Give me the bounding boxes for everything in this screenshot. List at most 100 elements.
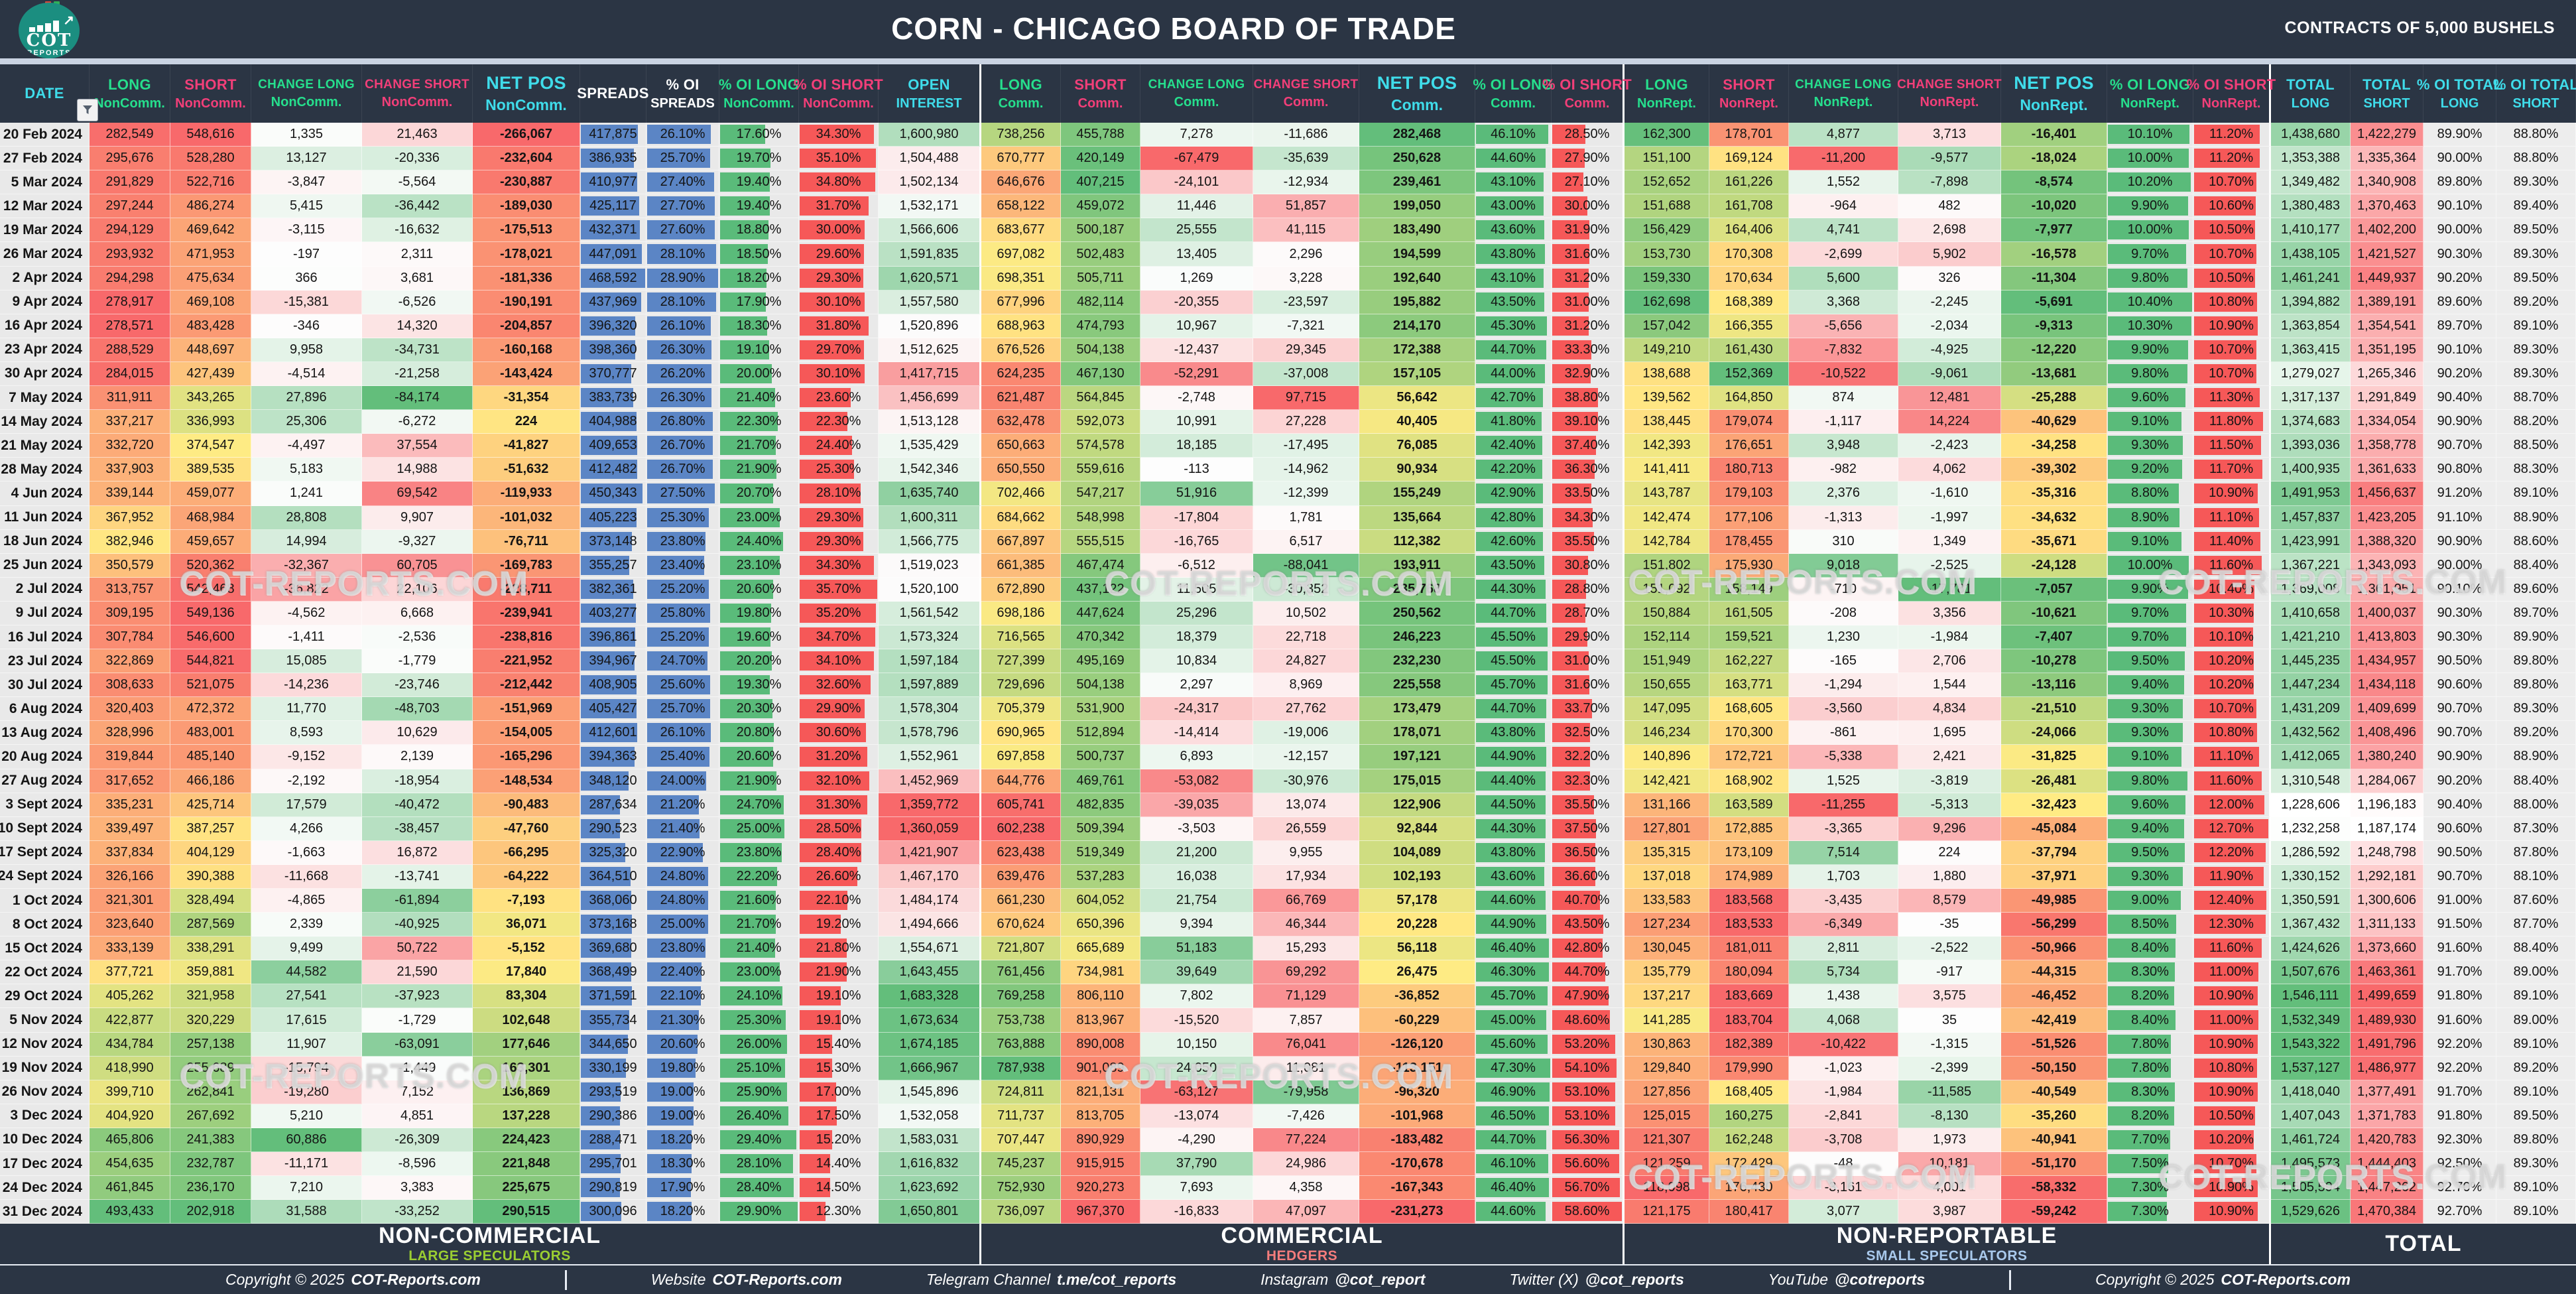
- cell-nr_long: 137,217: [1625, 984, 1709, 1009]
- cell-oi_total_long: 90.20%: [2423, 361, 2496, 387]
- cell-oi_spreads: 26.70%: [646, 434, 719, 458]
- cell-c_net: 195,882: [1359, 290, 1475, 314]
- cell-oi_total_short: 89.10%: [2496, 1032, 2576, 1057]
- cell-nr_short: 176,430: [1709, 1176, 1789, 1200]
- cell-oi_short_nr: 10.70%: [2193, 697, 2271, 722]
- footer-link-youtube[interactable]: YouTube @cotreports: [1768, 1271, 1926, 1289]
- cell-c_long: 697,082: [981, 242, 1061, 267]
- cell-oi_long_nc: 28.40%: [719, 1176, 799, 1200]
- data-bar: [2108, 747, 2181, 767]
- cell-oi_spreads: 28.10%: [646, 242, 719, 267]
- cell-oi_spreads: 26.10%: [646, 123, 719, 147]
- data-bar: [2194, 1202, 2258, 1222]
- data-bar: [800, 484, 861, 503]
- cell-oi_total_long: 92.70%: [2423, 1200, 2496, 1224]
- cell-nr_chg_long: 9,018: [1789, 553, 1898, 578]
- cell-total_short: 1,292,181: [2351, 864, 2423, 889]
- cell-nr_short: 159,521: [1709, 625, 1789, 650]
- cell-total_short: 1,291,849: [2351, 386, 2423, 411]
- cell-nc_chg_long: 11,770: [251, 697, 362, 722]
- cell-oi_long_nc: 26.00%: [719, 1032, 799, 1057]
- data-bar: [581, 292, 641, 312]
- cell-nr_long: 143,787: [1625, 482, 1709, 506]
- cell-oi_short_c: 54.10%: [1552, 1056, 1625, 1080]
- data-bar: [2194, 340, 2257, 359]
- footer-link-twitter-x-[interactable]: Twitter (X) @cot_reports: [1509, 1271, 1684, 1289]
- data-bar: [647, 1034, 698, 1054]
- cell-date: 18 Jun 2024: [0, 529, 90, 554]
- cell-spreads: 325,320: [580, 840, 646, 865]
- cell-nc_net: -239,941: [473, 601, 580, 625]
- data-bar: [581, 555, 630, 575]
- cell-nr_chg_long: -6,349: [1789, 913, 1898, 937]
- cell-c_long: 658,122: [981, 194, 1061, 219]
- data-bar: [1476, 340, 1546, 359]
- cell-nr_chg_short: 4,834: [1898, 697, 2001, 722]
- footer-link-telegram-channel[interactable]: Telegram Channel t.me/cot_reports: [926, 1271, 1176, 1289]
- cell-oi_short_nr: 11.20%: [2193, 123, 2271, 147]
- cell-open_interest: 1,583,031: [879, 1128, 981, 1153]
- footer-link-copyright-[interactable]: Copyright © 2025 COT-Reports.com: [225, 1271, 481, 1289]
- data-bar: [1476, 1106, 1550, 1126]
- cell-total_short: 1,470,384: [2351, 1200, 2423, 1224]
- cell-oi_short_nc: 34.10%: [799, 649, 879, 674]
- cell-open_interest: 1,566,775: [879, 529, 981, 554]
- data-bar: [647, 531, 705, 551]
- cell-c_long: 698,351: [981, 266, 1061, 291]
- data-bar: [2108, 363, 2187, 384]
- data-bar: [2108, 1130, 2170, 1150]
- cell-oi_total_short: 89.80%: [2496, 1128, 2576, 1153]
- cell-oi_long_c: 44.00%: [1475, 361, 1552, 387]
- cell-oi_long_c: 45.70%: [1475, 673, 1552, 698]
- cell-oi_total_short: 88.80%: [2496, 147, 2576, 171]
- cell-oi_total_short: 89.80%: [2496, 649, 2576, 674]
- cell-c_chg_short: 24,986: [1253, 1152, 1359, 1177]
- cell-total_long: 1,394,882: [2271, 290, 2351, 314]
- data-bar: [800, 747, 867, 767]
- cell-oi_short_nc: 15.20%: [799, 1128, 879, 1153]
- cell-oi_spreads: 24.70%: [646, 649, 719, 674]
- cell-nc_long: 308,633: [90, 673, 170, 698]
- cell-c_chg_short: 1,781: [1253, 505, 1359, 530]
- cell-c_chg_long: -14,414: [1140, 721, 1253, 745]
- cell-nr_net: -8,574: [2001, 170, 2107, 195]
- cell-oi_short_nc: 30.10%: [799, 361, 879, 387]
- data-bar: [720, 986, 782, 1006]
- cell-oi_total_long: 91.70%: [2423, 1080, 2496, 1104]
- cell-nr_net: -59,242: [2001, 1200, 2107, 1224]
- cell-oi_short_nc: 29.60%: [799, 242, 879, 267]
- data-bar: [1552, 484, 1592, 503]
- cell-c_long: 763,888: [981, 1032, 1061, 1057]
- data-bar: [800, 1202, 826, 1222]
- data-bar: [647, 268, 718, 288]
- cell-oi_total_short: 87.70%: [2496, 913, 2576, 937]
- cell-oi_long_nc: 19.10%: [719, 338, 799, 362]
- cell-nc_long: 377,721: [90, 960, 170, 985]
- cell-c_chg_short: 27,228: [1253, 410, 1359, 434]
- col-header-label: % OI LONG: [1473, 76, 1554, 93]
- footer-link-website[interactable]: Website COT-Reports.com: [651, 1271, 842, 1289]
- cell-oi_short_nr: 10.90%: [2193, 1080, 2271, 1104]
- filter-icon[interactable]: [77, 99, 98, 121]
- col-header-oi_short_nc: % OI SHORT NonComm.: [794, 64, 883, 123]
- cell-nc_chg_long: 5,210: [251, 1104, 362, 1128]
- cell-nc_long: 323,640: [90, 913, 170, 937]
- cell-nr_chg_short: -17,781: [1898, 577, 2001, 602]
- cell-spreads: 344,650: [580, 1032, 646, 1057]
- cell-oi_short_c: 29.90%: [1552, 625, 1625, 650]
- table-row: 10 Dec 2024 465,806 241,383 60,886 -26,309 22…: [0, 1128, 2576, 1153]
- cell-c_short: 420,149: [1061, 147, 1140, 171]
- data-bar: [1476, 1010, 1547, 1030]
- data-bar: [2194, 699, 2257, 719]
- cell-nr_long: 138,688: [1625, 361, 1709, 387]
- cell-c_chg_long: 21,754: [1140, 889, 1253, 913]
- col-header-nr_chg_long: CHANGE LONG NonRept.: [1789, 64, 1898, 123]
- footer-link-prefix: Telegram Channel: [926, 1271, 1050, 1288]
- footer-link-instagram[interactable]: Instagram @cot_report: [1260, 1271, 1425, 1289]
- data-bar: [2194, 196, 2256, 216]
- footer-link-copyright-[interactable]: Copyright © 2025 COT-Reports.com: [2095, 1271, 2351, 1289]
- cell-spreads: 396,861: [580, 625, 646, 650]
- cell-oi_total_short: 88.10%: [2496, 864, 2576, 889]
- data-bar: [720, 1106, 789, 1126]
- cell-oi_long_nc: 25.30%: [719, 1008, 799, 1033]
